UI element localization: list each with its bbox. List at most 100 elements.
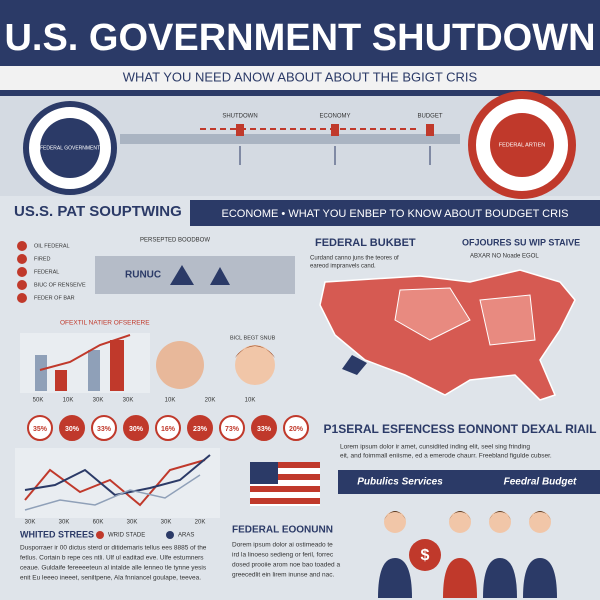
timeline-label: BUDGET (417, 114, 442, 120)
bottom-text: Dorem ipsum dolor ai ostimeado te (232, 542, 333, 549)
bottom-text: ceaue. Guldaife fereeeeteun al intalde a… (20, 565, 207, 572)
percent-label: 73% (225, 426, 240, 433)
legend-icon (17, 254, 27, 264)
person-head (449, 511, 471, 533)
subtitle-band (0, 66, 600, 90)
legend-icon (17, 280, 27, 290)
axis-label: 20K (195, 520, 206, 526)
axis-label: 60K (93, 520, 104, 526)
right-title: P1SERAL ESFENCESS EONNONT DEXAL RIAIL (324, 422, 597, 436)
percent-circle (27, 415, 53, 441)
percent-circle (123, 415, 149, 441)
bottom-text: dosed prooiie arom noe bao toaded a (232, 562, 340, 569)
axis-label: 30K (127, 520, 138, 526)
alaska (342, 355, 367, 375)
icon-strip (95, 256, 295, 294)
timeline-marker (236, 124, 244, 136)
bottom-text: enit Eu leeeo ineeet, seniltpene, Ala fn… (20, 575, 201, 582)
person-body (483, 558, 517, 598)
bottom-text: greecedlit ein lirem inunse and nac. (232, 572, 334, 579)
person-hair (384, 511, 406, 520)
bar-right: Feedral Budget (504, 477, 577, 488)
percent-label: 30% (65, 426, 80, 433)
person-hair (529, 511, 551, 520)
axis-label: 50K (33, 398, 44, 404)
trend-line (39, 334, 131, 371)
person-head (489, 511, 511, 533)
bar-illustration (55, 370, 67, 391)
percent-circle (251, 415, 277, 441)
percent-label: 33% (97, 426, 112, 433)
seal-label: FEDERAL ARTIEN (499, 142, 545, 148)
legend-icon (17, 267, 27, 277)
legend-icon (17, 241, 27, 251)
percent-circle (283, 415, 309, 441)
person-hair (449, 511, 471, 520)
bar-illustration (88, 350, 100, 391)
seal-core (490, 113, 554, 177)
percent-label: 23% (193, 426, 208, 433)
percent-label: 16% (161, 426, 176, 433)
line-illustration (24, 474, 201, 511)
face (235, 345, 275, 385)
percent-label: 20% (289, 426, 304, 433)
map-illustration (156, 341, 204, 389)
flag (250, 462, 320, 506)
person-body (443, 558, 477, 598)
subtitle: WHAT YOU NEED ANOW ABOUT ABOUT THE BGIGT… (123, 69, 478, 84)
bar-illustration (110, 340, 124, 391)
person-head (384, 511, 406, 533)
percent-circle (187, 415, 213, 441)
line-panel (15, 448, 220, 518)
axis-label: 10K (165, 398, 176, 404)
legend-label: BIUC OF RENSEIVE (34, 282, 86, 288)
bar-left: Pubulics Services (357, 477, 443, 488)
timeline-marker (426, 124, 434, 136)
dollar-icon: $ (421, 547, 430, 564)
axis-label: 30K (93, 398, 104, 404)
section-title: US.S. PAT SOUPTWING (14, 203, 182, 220)
legend-label: FEDER OF BAR (34, 295, 75, 301)
percent-label: 33% (257, 426, 272, 433)
axis-label: 30K (59, 520, 70, 526)
title: U.S. GOVERNMENT SHUTDOWN (4, 17, 595, 59)
banner-bar (190, 200, 600, 226)
line-illustration (24, 454, 211, 497)
percent-label: 30% (129, 426, 144, 433)
legend-label: FIRED (34, 256, 51, 262)
heading: PERSEPTED BOODBOW (140, 238, 210, 244)
line-illustration (24, 459, 206, 507)
legend-label: FEDERAL (34, 269, 59, 275)
axis-label: 30K (161, 520, 172, 526)
seal-label: FEDERAL GOVERNMENT (40, 145, 100, 151)
bar-illustration (35, 355, 47, 391)
chart-title: BICL BEGT SNUB (230, 335, 276, 341)
bottom-text: fetlus. Cortain b repe ces ntli. Ulf ul … (20, 555, 204, 562)
bottom-title: FEDERAL EOONUNN (232, 525, 333, 536)
right-bar (338, 470, 600, 494)
timeline-label: SHUTDOWN (222, 114, 257, 120)
legend-dot (166, 531, 174, 539)
banner-text: ECONOME • WHAT YOU ENBEP TO KNOW ABOUT B… (222, 208, 569, 220)
icons (170, 265, 230, 285)
axis-label: 20K (205, 398, 216, 404)
legend-icon (17, 293, 27, 303)
right-text: Lorem ipsum dolor ir amet, cunsidited in… (340, 444, 530, 451)
side-sub: ABXAR NO Noade EGOL (470, 254, 539, 260)
side-title: OFJOURES SU WIP STAIVE (462, 237, 580, 247)
percent-circle (59, 415, 85, 441)
percent-circle (91, 415, 117, 441)
legend-dot (96, 531, 104, 539)
legend-label: WRID STADE (108, 533, 145, 539)
axis-label: 10K (63, 398, 74, 404)
person-body (523, 558, 557, 598)
axis-label: 30K (25, 520, 36, 526)
hair (235, 345, 275, 358)
bottom-title: WHITED STREES (20, 529, 94, 539)
bottom-text: ird la linoeso sedieng or feril, forrec (232, 552, 334, 559)
us-map-states (394, 287, 536, 346)
person-head (529, 511, 551, 533)
right-text: eit, and foimmall eniisme, ed a emerode … (340, 453, 552, 460)
percent-label: 35% (33, 426, 48, 433)
